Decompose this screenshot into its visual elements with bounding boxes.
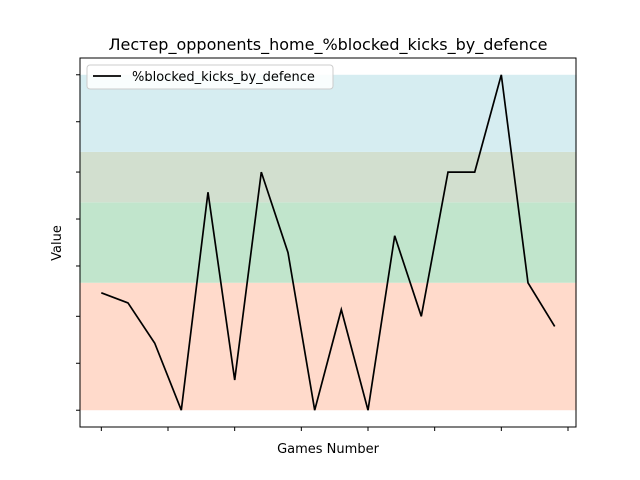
x-axis-ticks xyxy=(100,427,569,431)
chart-title: Лестер_opponents_home_%blocked_kicks_by_… xyxy=(108,35,547,55)
x-axis-label: Games Number xyxy=(277,442,379,457)
plot-frame xyxy=(79,57,577,428)
y-axis-ticks xyxy=(76,74,80,411)
legend-entry: %blocked_kicks_by_defence xyxy=(132,70,315,85)
series-layer xyxy=(100,74,556,411)
series-line-0 xyxy=(100,74,556,411)
background-band-2 xyxy=(79,151,577,203)
background-band-1 xyxy=(79,202,577,283)
legend: %blocked_kicks_by_defence xyxy=(86,64,334,90)
legend-box xyxy=(86,64,334,90)
y-axis-label: Value xyxy=(50,225,65,261)
background-band-0 xyxy=(79,282,577,411)
